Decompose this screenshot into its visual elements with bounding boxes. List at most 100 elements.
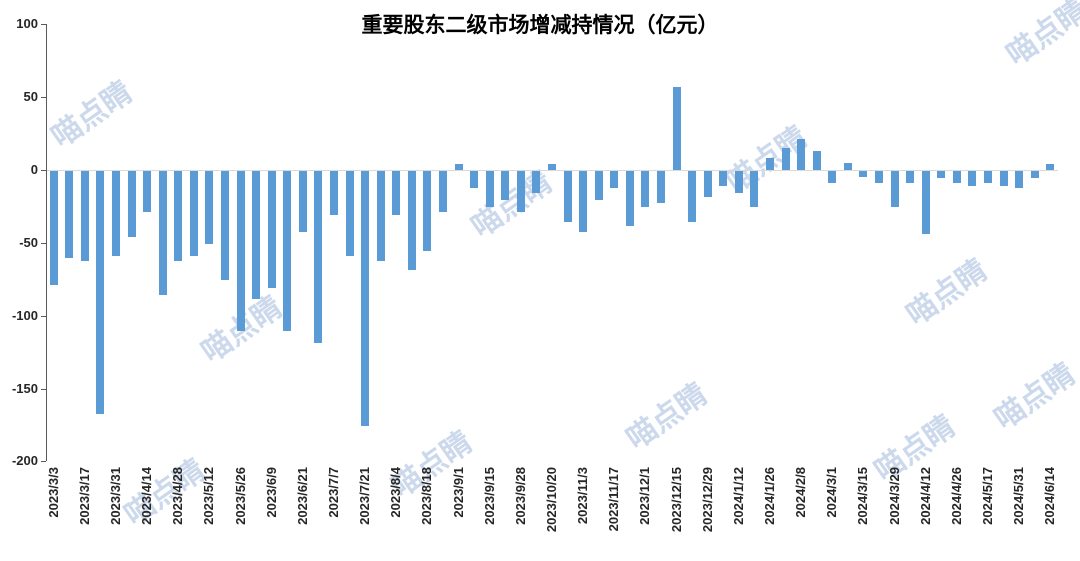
- bar: [532, 171, 541, 193]
- bar: [174, 171, 183, 262]
- watermark-text: 喵点睛: [118, 453, 212, 533]
- bar: [236, 171, 245, 332]
- y-axis-tick-label: -50: [19, 234, 38, 250]
- x-axis-label: 2023/3/31: [108, 467, 124, 525]
- bar: [672, 86, 681, 170]
- bar: [610, 171, 619, 189]
- y-axis-tick-mark: [41, 97, 46, 99]
- x-axis-label: 2023/6/9: [263, 467, 279, 518]
- x-axis-label: 2023/9/15: [481, 467, 497, 525]
- bar: [1015, 171, 1024, 189]
- bar: [392, 171, 401, 215]
- bar: [501, 171, 510, 201]
- bar: [688, 171, 697, 222]
- watermark-text: 喵点睛: [988, 357, 1080, 437]
- x-axis-label: 2024/4/26: [948, 467, 964, 525]
- x-axis-label: 2024/1/26: [761, 467, 777, 525]
- bar: [719, 171, 728, 186]
- bar: [641, 171, 650, 208]
- bar: [49, 171, 58, 285]
- x-axis-label: 2023/11/17: [606, 467, 622, 532]
- x-axis-label: 2024/3/29: [886, 467, 902, 525]
- y-axis-tick-mark: [41, 24, 46, 26]
- bar: [859, 171, 868, 177]
- bar: [874, 171, 883, 183]
- x-axis-label: 2024/3/1: [824, 467, 840, 518]
- bar: [625, 171, 634, 227]
- x-axis-label: 2023/10/20: [544, 467, 559, 533]
- x-axis-label: 2023/4/14: [139, 467, 155, 525]
- x-axis-label: 2023/6/21: [294, 467, 310, 525]
- bar: [921, 171, 930, 234]
- x-axis-label: 2024/1/12: [730, 467, 746, 525]
- x-axis-label: 2023/5/12: [201, 467, 217, 525]
- bar: [158, 171, 167, 295]
- bar: [345, 171, 354, 256]
- y-axis-tick-label: -150: [11, 380, 38, 396]
- y-axis-tick-label: -200: [11, 453, 38, 469]
- y-axis-tick-mark: [41, 461, 46, 463]
- bar: [750, 171, 759, 208]
- bar: [314, 171, 323, 343]
- y-axis-tick-label: 50: [23, 89, 38, 105]
- x-axis-label: 2023/7/7: [326, 467, 342, 518]
- bar: [485, 171, 494, 208]
- y-axis-tick-label: 0: [30, 162, 38, 177]
- x-axis-label: 2023/12/15: [668, 467, 684, 533]
- bar: [221, 171, 230, 281]
- bar: [454, 164, 463, 170]
- x-axis-label: 2023/9/28: [512, 467, 528, 525]
- watermark-text: 喵点睛: [900, 253, 994, 333]
- bar: [843, 162, 852, 170]
- bar: [330, 171, 339, 215]
- bar: [734, 171, 743, 193]
- x-axis-label: 2023/11/3: [575, 467, 591, 525]
- bar: [298, 171, 307, 233]
- x-axis-label: 2024/3/15: [855, 467, 871, 525]
- bar: [952, 171, 961, 183]
- bar: [205, 171, 214, 244]
- bar: [96, 171, 105, 415]
- x-axis-label: 2024/5/17: [979, 467, 995, 525]
- bar: [361, 171, 370, 426]
- bar: [80, 171, 89, 262]
- bar: [1046, 164, 1055, 170]
- x-axis-label: 2023/8/18: [419, 467, 435, 525]
- x-axis-label: 2023/7/21: [357, 467, 373, 525]
- x-axis-label: 2023/12/1: [637, 467, 653, 525]
- x-axis-label: 2024/4/12: [917, 467, 933, 525]
- watermark-text: 喵点睛: [45, 75, 139, 155]
- bar: [594, 171, 603, 201]
- bar: [439, 171, 447, 212]
- bar: [812, 151, 821, 170]
- bar: [267, 171, 276, 288]
- x-axis-label: 2023/3/3: [45, 467, 61, 518]
- bar: [189, 171, 198, 256]
- x-axis-label: 2023/12/29: [699, 467, 715, 533]
- watermark-text: 喵点睛: [868, 409, 962, 489]
- bar: [143, 171, 152, 212]
- bar: [968, 171, 977, 186]
- x-axis-label: 2023/4/28: [170, 467, 186, 525]
- x-axis-label: 2024/5/31: [1011, 467, 1027, 525]
- bar: [797, 139, 806, 170]
- bar: [781, 148, 790, 170]
- y-axis-tick-mark: [41, 170, 46, 171]
- bar: [423, 171, 432, 252]
- bar: [828, 171, 837, 183]
- bar: [906, 171, 915, 183]
- x-axis-label: 2024/6/14: [1042, 467, 1058, 525]
- bar: [703, 171, 712, 198]
- bar: [983, 171, 992, 183]
- bar: [765, 158, 774, 170]
- bar: [937, 171, 946, 179]
- chart-title: 重要股东二级市场增减持情况（亿元）: [361, 14, 719, 37]
- bar: [65, 171, 74, 259]
- y-axis-tick-mark: [41, 315, 46, 317]
- y-axis-tick-label: -100: [11, 307, 38, 323]
- bar: [127, 171, 136, 237]
- x-axis-label: 2023/5/26: [232, 467, 248, 525]
- bar: [470, 171, 479, 189]
- watermark-text: 喵点睛: [1000, 0, 1080, 73]
